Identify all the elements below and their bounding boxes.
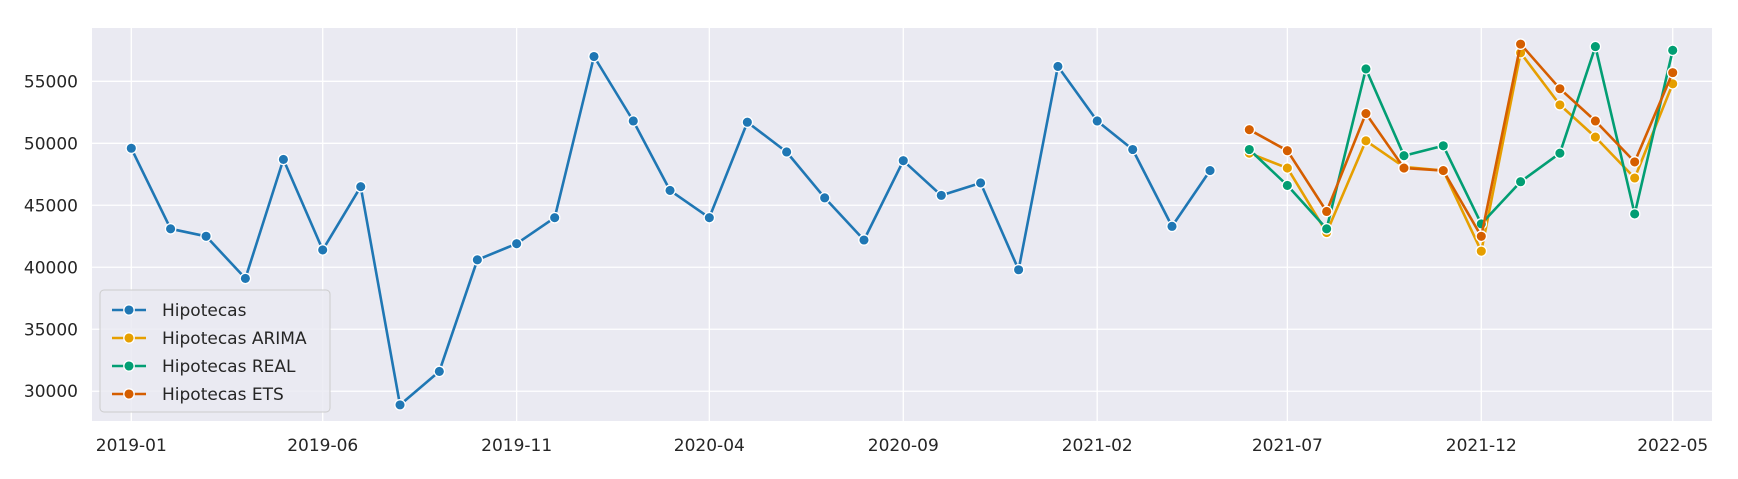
data-point <box>1320 222 1333 235</box>
data-point <box>1628 208 1641 220</box>
data-point <box>125 142 138 155</box>
y-tick-label: 40000 <box>24 258 78 278</box>
x-tick-label: 2021-07 <box>1252 436 1323 456</box>
data-point <box>471 253 484 266</box>
data-point <box>354 180 367 193</box>
y-tick-label: 30000 <box>24 382 78 402</box>
data-point <box>1475 230 1488 243</box>
data-point <box>1243 123 1256 136</box>
data-point <box>1126 143 1139 156</box>
data-point <box>164 222 177 235</box>
data-point <box>1052 60 1064 73</box>
x-tick-label: 2020-09 <box>868 436 939 456</box>
series-line <box>1248 42 1674 238</box>
y-tick-label: 45000 <box>24 196 78 216</box>
data-point <box>1589 115 1602 127</box>
data-point <box>935 189 948 202</box>
series-0 <box>125 50 1216 411</box>
legend-label: Hipotecas <box>162 301 247 321</box>
x-tick-label: 2020-04 <box>674 436 745 456</box>
data-point <box>858 234 870 246</box>
legend-label: Hipotecas REAL <box>162 357 296 377</box>
data-point <box>394 399 406 411</box>
data-point <box>1166 220 1178 233</box>
data-point <box>1281 144 1294 157</box>
legend-marker <box>123 388 135 400</box>
axis-labels: 30000 35000 40000 45000 50000 55000 2019-01 201… <box>24 72 1708 456</box>
series-line <box>1248 45 1674 231</box>
data-point <box>1554 99 1566 111</box>
data-point <box>897 154 910 167</box>
data-point <box>1554 147 1566 160</box>
data-point <box>1475 245 1488 258</box>
y-tick-label: 35000 <box>24 320 78 340</box>
data-point <box>1012 263 1025 276</box>
data-point <box>1437 139 1450 152</box>
x-tick-label: 2019-11 <box>481 436 552 456</box>
data-point <box>510 237 523 250</box>
data-point <box>1398 149 1410 162</box>
data-point <box>818 191 831 204</box>
x-tick-label: 2019-01 <box>96 436 167 456</box>
data-point <box>1320 205 1333 218</box>
data-point <box>1437 164 1450 177</box>
y-tick-label: 50000 <box>24 134 78 154</box>
data-point <box>1589 131 1602 143</box>
legend-marker <box>123 360 135 372</box>
data-point <box>1243 143 1256 156</box>
legend: Hipotecas Hipotecas ARIMA Hipotecas REAL Hi… <box>99 289 331 413</box>
data-point <box>277 153 290 166</box>
data-point <box>1514 38 1527 50</box>
legend-label: Hipotecas ARIMA <box>162 329 307 349</box>
data-point <box>1360 107 1372 120</box>
data-point <box>1360 134 1372 147</box>
legend-box <box>99 289 331 413</box>
series-2 <box>1243 40 1679 235</box>
data-point <box>1398 162 1410 174</box>
legend-label: Hipotecas ETS <box>162 385 284 405</box>
data-point <box>741 116 754 129</box>
data-point <box>974 177 987 189</box>
x-tick-label: 2019-06 <box>287 436 358 456</box>
data-point <box>1514 175 1527 188</box>
legend-marker <box>123 332 135 344</box>
data-point <box>1666 66 1679 79</box>
data-point <box>433 365 446 378</box>
data-point <box>1204 164 1216 177</box>
data-point <box>316 244 329 256</box>
data-point <box>1666 44 1679 57</box>
data-point <box>239 272 252 285</box>
data-point <box>200 230 212 243</box>
x-tick-label: 2021-12 <box>1446 436 1517 456</box>
series-3 <box>1243 38 1679 243</box>
y-tick-label: 55000 <box>24 72 78 92</box>
x-tick-label: 2021-02 <box>1062 436 1133 456</box>
data-point <box>1628 172 1641 184</box>
data-point <box>1281 179 1294 192</box>
data-point <box>588 50 600 63</box>
data-point <box>1360 63 1372 75</box>
data-point <box>548 211 561 224</box>
grid-lines <box>92 28 1712 421</box>
data-point <box>780 146 793 158</box>
data-point <box>703 211 716 224</box>
data-point <box>1554 82 1566 95</box>
plot-background <box>92 28 1712 421</box>
data-point <box>1628 156 1641 168</box>
series-layer <box>125 38 1679 411</box>
data-point <box>627 115 640 127</box>
data-point <box>664 184 676 197</box>
legend-marker <box>123 304 135 316</box>
x-tick-label: 2022-05 <box>1637 436 1708 456</box>
data-point <box>1589 40 1602 53</box>
data-point <box>1091 115 1104 127</box>
data-point <box>1281 162 1294 174</box>
